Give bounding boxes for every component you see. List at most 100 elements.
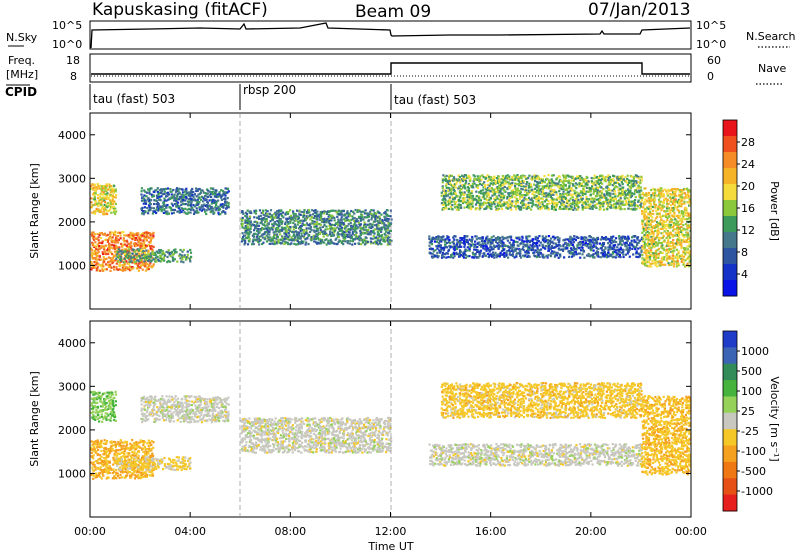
echo-cell: [584, 178, 587, 181]
echo-cell: [139, 259, 142, 262]
echo-cell: [622, 178, 625, 181]
echo-cell: [339, 228, 342, 231]
echo-cell: [474, 178, 477, 181]
echo-cell: [208, 190, 211, 193]
echo-cell: [279, 233, 282, 236]
echo-cell: [329, 242, 332, 245]
echo-cell: [105, 195, 109, 198]
echo-cell: [102, 185, 105, 188]
echo-cell: [601, 194, 604, 197]
echo-cell: [585, 179, 588, 182]
echo-cell: [630, 183, 633, 186]
echo-cell: [241, 232, 244, 235]
echo-cell: [115, 236, 118, 239]
echo-cell: [554, 251, 557, 254]
echo-cell: [459, 236, 462, 240]
echo-cell: [277, 215, 280, 218]
echo-cell: [211, 191, 214, 194]
echo-cell: [565, 242, 568, 245]
echo-cell: [514, 202, 517, 205]
echo-cell: [111, 197, 114, 200]
echo-cell: [373, 224, 376, 227]
echo-cell: [243, 243, 246, 246]
echo-cell: [494, 200, 497, 203]
echo-cell: [161, 193, 164, 196]
echo-cell: [618, 175, 621, 179]
echo-cell: [499, 237, 502, 240]
echo-cell: [346, 233, 349, 236]
echo-cell: [257, 215, 261, 218]
echo-cell: [638, 177, 641, 180]
echo-cell: [463, 245, 466, 248]
echo-cell: [111, 236, 114, 239]
echo-cell: [360, 218, 363, 221]
echo-cell: [534, 177, 537, 180]
echo-cell: [278, 229, 282, 232]
echo-cell: [320, 217, 323, 220]
echo-cell: [143, 231, 146, 234]
echo-cell: [613, 188, 616, 191]
echo-cell: [301, 242, 304, 245]
echo-cell: [496, 177, 499, 180]
echo-cell: [612, 252, 615, 255]
echo-cell: [547, 241, 550, 244]
echo-cell: [189, 197, 192, 200]
echo-cell: [273, 216, 276, 219]
echo-cell: [342, 239, 346, 243]
echo-cell: [613, 181, 616, 184]
echo-cell: [542, 244, 545, 247]
echo-cell: [643, 240, 646, 243]
echo-cell: [566, 188, 569, 191]
echo-cell: [130, 268, 133, 271]
echo-cell: [221, 194, 224, 197]
echo-cell: [543, 200, 546, 203]
echo-cell: [127, 267, 130, 270]
echo-cell: [471, 202, 474, 205]
echo-cell: [246, 215, 249, 218]
echo-cell: [475, 185, 478, 188]
echo-cell: [286, 225, 290, 228]
echo-cell: [156, 187, 159, 190]
echo-cell: [293, 225, 296, 229]
echo-cell: [598, 208, 601, 211]
echo-cell: [599, 198, 602, 201]
echo-cell: [195, 189, 198, 193]
echo-cell: [494, 251, 497, 254]
echo-cell: [497, 247, 500, 250]
echo-cell: [564, 247, 567, 250]
echo-cell: [501, 249, 504, 253]
echo-cell: [178, 254, 181, 257]
echo-cell: [486, 241, 489, 244]
echo-cell: [117, 238, 120, 242]
echo-cell: [575, 194, 578, 197]
echo-cell: [514, 182, 517, 185]
echo-cell: [510, 238, 513, 241]
echo-cell: [180, 254, 183, 257]
echo-cell: [645, 236, 648, 239]
echo-cell: [428, 244, 431, 247]
echo-cell: [502, 253, 505, 256]
echo-cell: [276, 235, 279, 239]
echo-cell: [506, 174, 509, 177]
echo-cell: [571, 203, 574, 206]
echo-cell: [615, 253, 618, 256]
echo-cell: [623, 237, 626, 240]
echo-cell: [508, 175, 511, 178]
echo-cell: [293, 214, 296, 217]
echo-cell: [512, 239, 515, 242]
echo-cell: [242, 236, 245, 239]
echo-cell: [108, 196, 111, 199]
echo-cell: [632, 207, 635, 210]
echo-cell: [556, 236, 559, 239]
echo-cell: [503, 255, 506, 258]
echo-cell: [305, 241, 308, 244]
echo-cell: [504, 180, 507, 183]
echo-cell: [191, 187, 194, 191]
echo-cell: [490, 179, 494, 182]
echo-cell: [149, 193, 152, 196]
echo-cell: [470, 191, 473, 194]
echo-cell: [466, 204, 469, 207]
echo-cell: [101, 240, 104, 243]
echo-cell: [214, 192, 217, 195]
echo-cell: [625, 203, 628, 206]
